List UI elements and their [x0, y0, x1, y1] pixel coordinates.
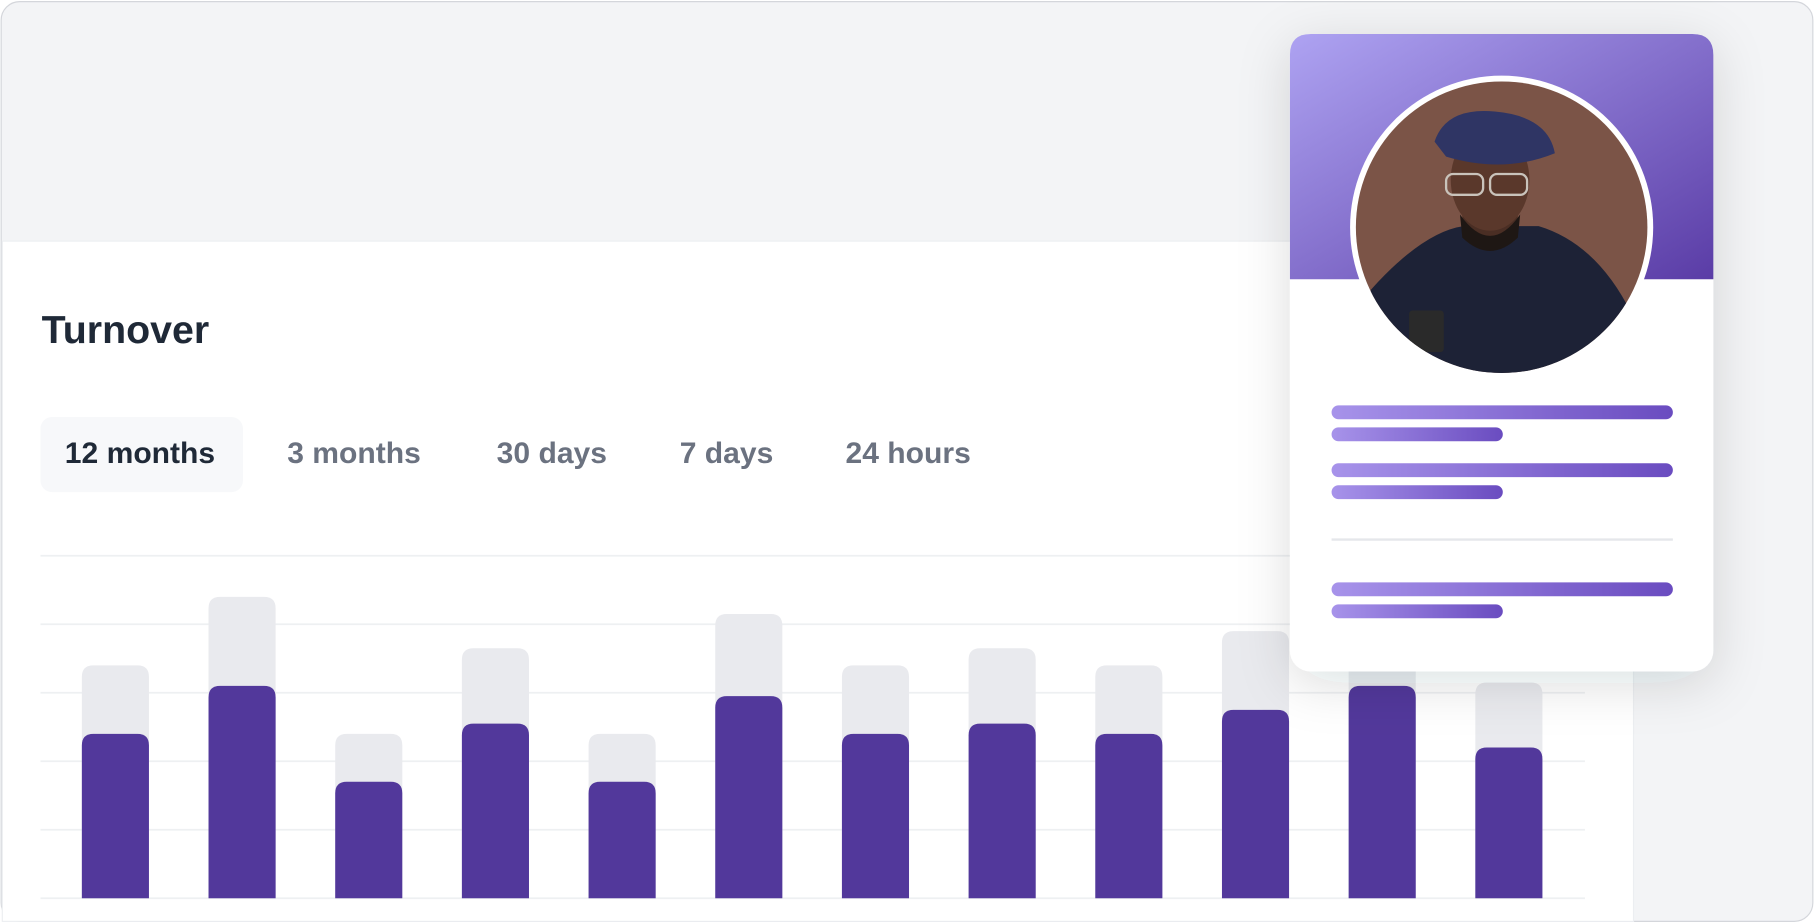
bar	[1348, 685, 1416, 899]
panel-title: Turnover	[42, 308, 210, 352]
tabs: 12 months 3 months 30 days 7 days 24 hours	[65, 437, 971, 470]
tab[interactable]: 30 days	[497, 437, 607, 470]
bar	[1475, 747, 1543, 899]
bar	[1095, 733, 1163, 899]
chart	[40, 554, 1585, 900]
tab[interactable]: 24 hours	[846, 437, 971, 470]
tab-active-bg	[40, 416, 243, 493]
bar	[715, 696, 783, 899]
bar	[335, 781, 403, 899]
tab[interactable]: 12 months	[65, 437, 215, 470]
tab[interactable]: 3 months	[287, 437, 421, 470]
tab[interactable]: 7 days	[680, 437, 774, 470]
bar	[968, 723, 1036, 899]
bar	[588, 781, 656, 899]
bar	[81, 733, 149, 899]
bar	[461, 723, 529, 899]
bar	[841, 733, 910, 899]
avatar	[1355, 81, 1648, 373]
placeholder-lines	[1331, 405, 1673, 619]
bar	[208, 685, 276, 899]
bar	[1221, 709, 1290, 899]
